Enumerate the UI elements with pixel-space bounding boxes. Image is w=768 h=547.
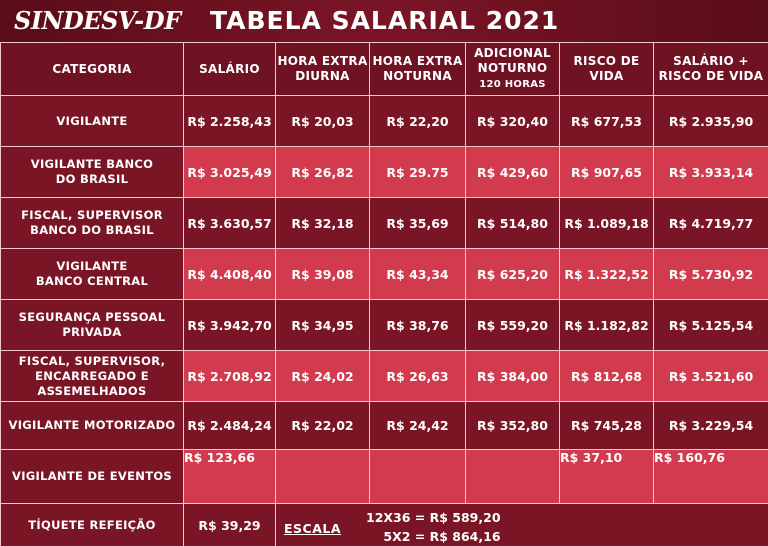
category-cell: VIGILANTE BANCO DO BRASIL: [0, 146, 184, 198]
category-cell: VIGILANTE BANCO CENTRAL: [0, 248, 184, 300]
adicional-noturno-cell: R$ 625,20: [465, 248, 560, 300]
category-cell: FISCAL, SUPERVISOR, ENCARREGADO E ASSEMELH…: [0, 350, 184, 402]
hora-extra-noturna-cell: R$ 29.75: [369, 146, 466, 198]
hora-extra-diurna-cell: R$ 34,95: [275, 299, 370, 351]
risco-de-vida-cell: R$ 37,10: [559, 449, 654, 504]
escala-cell: ESCALA 12X36 = R$ 589,20 5X2 = R$ 864,16: [275, 503, 768, 547]
category-cell: VIGILANTE: [0, 95, 184, 147]
risco-de-vida-cell: R$ 677,53: [559, 95, 654, 147]
table-row: SEGURANÇA PESSOAL PRIVADA R$ 3.942,70 R$ …: [0, 299, 768, 351]
hora-extra-diurna-cell: R$ 22,02: [275, 401, 370, 450]
col-header-hora-extra-diurna: HORA EXTRA DIURNA: [275, 42, 370, 96]
risco-de-vida-cell: R$ 745,28: [559, 401, 654, 450]
header-banner: SINDESV-DF TABELA SALARIAL 2021: [0, 0, 768, 42]
risco-de-vida-cell: R$ 907,65: [559, 146, 654, 198]
adicional-noturno-cell: R$ 429,60: [465, 146, 560, 198]
adicional-noturno-cell: R$ 514,80: [465, 197, 560, 249]
hora-extra-diurna-cell: [275, 449, 370, 504]
adicional-noturno-cell: R$ 559,20: [465, 299, 560, 351]
hora-extra-diurna-cell: R$ 32,18: [275, 197, 370, 249]
escala-label: ESCALA: [284, 521, 342, 536]
table-row: FISCAL, SUPERVISOR BANCO DO BRASIL R$ 3.6…: [0, 197, 768, 249]
col-header-salario-risco: SALÁRIO + RISCO DE VIDA: [653, 42, 768, 96]
salario-cell: R$ 3.942,70: [183, 299, 276, 351]
table-row: FISCAL, SUPERVISOR, ENCARREGADO E ASSEMELH…: [0, 350, 768, 402]
salario-risco-cell: R$ 3.933,14: [653, 146, 768, 198]
hora-extra-noturna-cell: R$ 43,34: [369, 248, 466, 300]
salario-risco-cell: R$ 3.521,60: [653, 350, 768, 402]
salario-cell: R$ 2.258,43: [183, 95, 276, 147]
hora-extra-noturna-cell: [369, 449, 466, 504]
table-row: VIGILANTE R$ 2.258,43 R$ 20,03 R$ 22,20 …: [0, 95, 768, 147]
salario-cell: R$ 2.484,24: [183, 401, 276, 450]
page-title: TABELA SALARIAL 2021: [210, 6, 560, 35]
table-row: VIGILANTE BANCO DO BRASIL R$ 3.025,49 R$ …: [0, 146, 768, 198]
salario-risco-cell: R$ 3.229,54: [653, 401, 768, 450]
risco-de-vida-cell: R$ 1.322,52: [559, 248, 654, 300]
salary-table: CATEGORIA SALÁRIO HORA EXTRA DIURNA HORA …: [0, 42, 768, 547]
hora-extra-noturna-cell: R$ 24,42: [369, 401, 466, 450]
salario-risco-cell: R$ 2.935,90: [653, 95, 768, 147]
ticket-value: R$ 39,29: [183, 503, 276, 547]
header-row: CATEGORIA SALÁRIO HORA EXTRA DIURNA HORA …: [0, 42, 768, 96]
hora-extra-diurna-cell: R$ 26,82: [275, 146, 370, 198]
hora-extra-diurna-cell: R$ 24,02: [275, 350, 370, 402]
escala-values: 12X36 = R$ 589,20 5X2 = R$ 864,16: [366, 508, 501, 546]
hora-extra-diurna-cell: R$ 20,03: [275, 95, 370, 147]
col-header-adicional-noturno: ADICIONAL NOTURNO 120 HORAS: [465, 42, 560, 96]
risco-de-vida-cell: R$ 1.089,18: [559, 197, 654, 249]
hora-extra-noturna-cell: R$ 38,76: [369, 299, 466, 351]
table-row: VIGILANTE BANCO CENTRAL R$ 4.408,40 R$ 39…: [0, 248, 768, 300]
col-header-categoria: CATEGORIA: [0, 42, 184, 96]
adicional-noturno-cell: R$ 352,80: [465, 401, 560, 450]
salario-risco-cell: R$ 4.719,77: [653, 197, 768, 249]
risco-de-vida-cell: R$ 812,68: [559, 350, 654, 402]
hora-extra-noturna-cell: R$ 35,69: [369, 197, 466, 249]
salario-cell: R$ 123,66: [183, 449, 276, 504]
col-header-hora-extra-noturna: HORA EXTRA NOTURNA: [369, 42, 466, 96]
hora-extra-noturna-cell: R$ 22,20: [369, 95, 466, 147]
logo: SINDESV-DF: [14, 6, 181, 35]
risco-de-vida-cell: R$ 1.182,82: [559, 299, 654, 351]
salario-cell: R$ 2.708,92: [183, 350, 276, 402]
salario-risco-cell: R$ 160,76: [653, 449, 768, 504]
salario-cell: R$ 3.630,57: [183, 197, 276, 249]
ticket-row: TÍQUETE REFEIÇÃO R$ 39,29 ESCALA 12X36 =…: [0, 503, 768, 547]
adicional-noturno-cell: R$ 320,40: [465, 95, 560, 147]
category-cell: FISCAL, SUPERVISOR BANCO DO BRASIL: [0, 197, 184, 249]
salario-risco-cell: R$ 5.125,54: [653, 299, 768, 351]
col-header-salario: SALÁRIO: [183, 42, 276, 96]
category-cell: VIGILANTE DE EVENTOS: [0, 449, 184, 504]
salario-cell: R$ 3.025,49: [183, 146, 276, 198]
salario-cell: R$ 4.408,40: [183, 248, 276, 300]
table-row: VIGILANTE DE EVENTOS R$ 123,66 R$ 37,10 …: [0, 449, 768, 504]
escala-12x36: 12X36 = R$ 589,20: [366, 510, 501, 525]
hora-extra-noturna-cell: R$ 26,63: [369, 350, 466, 402]
category-cell: SEGURANÇA PESSOAL PRIVADA: [0, 299, 184, 351]
escala-5x2: 5X2 = R$ 864,16: [383, 529, 501, 544]
ticket-label: TÍQUETE REFEIÇÃO: [0, 503, 184, 547]
table-row: VIGILANTE MOTORIZADO R$ 2.484,24 R$ 22,0…: [0, 401, 768, 450]
adicional-noturno-cell: [465, 449, 560, 504]
col-header-risco-de-vida: RISCO DE VIDA: [559, 42, 654, 96]
hora-extra-diurna-cell: R$ 39,08: [275, 248, 370, 300]
adicional-noturno-cell: R$ 384,00: [465, 350, 560, 402]
category-cell: VIGILANTE MOTORIZADO: [0, 401, 184, 450]
salario-risco-cell: R$ 5.730,92: [653, 248, 768, 300]
